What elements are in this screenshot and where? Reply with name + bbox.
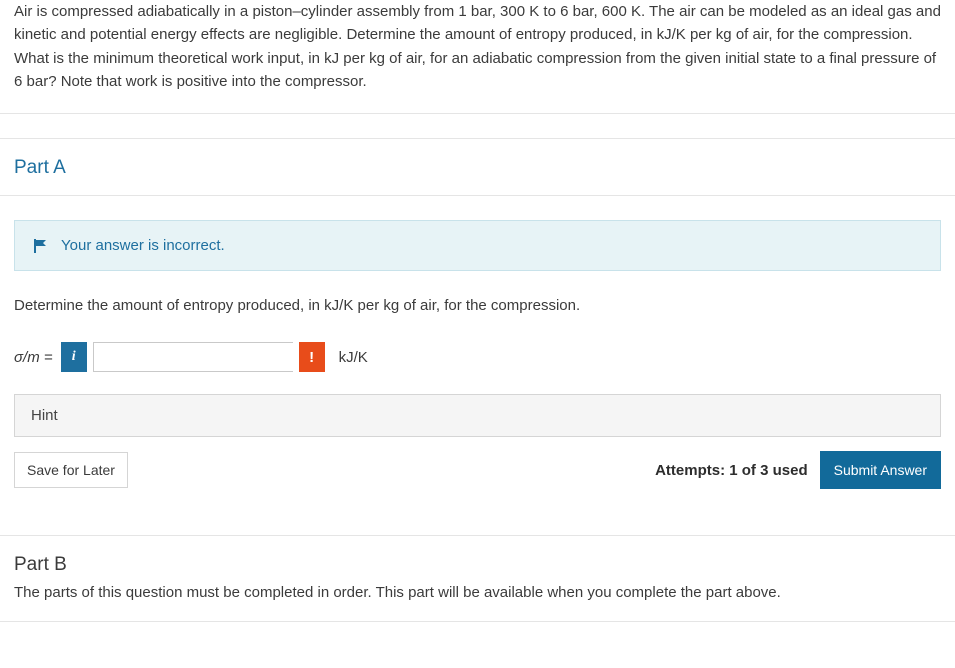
flag-icon [33, 238, 49, 254]
question-prompt: Air is compressed adiabatically in a pis… [0, 0, 955, 114]
unit-label: kJ/K [339, 349, 368, 366]
part-a-section: Part A Your answer is incorrect. Determi… [0, 138, 955, 511]
error-indicator[interactable]: ! [299, 342, 325, 372]
part-b-title: Part B [0, 536, 955, 584]
hint-button[interactable]: Hint [14, 394, 941, 437]
info-button[interactable]: i [61, 342, 87, 372]
part-a-title: Part A [0, 139, 955, 196]
answer-input[interactable] [93, 342, 293, 372]
attempts-counter: Attempts: 1 of 3 used [655, 462, 808, 479]
action-row: Save for Later Attempts: 1 of 3 used Sub… [14, 451, 941, 489]
save-for-later-button[interactable]: Save for Later [14, 452, 128, 488]
part-b-section: Part B The parts of this question must b… [0, 535, 955, 622]
part-a-body: Your answer is incorrect. Determine the … [0, 196, 955, 511]
part-a-question: Determine the amount of entropy produced… [14, 297, 941, 314]
submit-answer-button[interactable]: Submit Answer [820, 451, 941, 489]
answer-variable-label: σ/m = [14, 349, 53, 366]
answer-row: σ/m = i ! kJ/K [14, 342, 941, 372]
feedback-text: Your answer is incorrect. [61, 237, 225, 254]
part-b-locked-text: The parts of this question must be compl… [0, 584, 955, 622]
feedback-incorrect: Your answer is incorrect. [14, 220, 941, 271]
